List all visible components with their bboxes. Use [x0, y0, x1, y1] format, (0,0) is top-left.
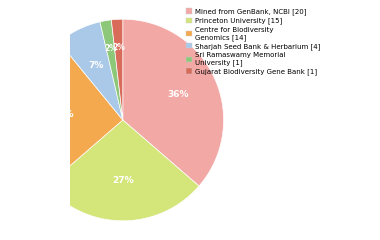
- Polygon shape: [100, 20, 123, 120]
- Text: 25%: 25%: [52, 110, 73, 119]
- Polygon shape: [47, 120, 199, 221]
- Polygon shape: [123, 19, 223, 186]
- Polygon shape: [111, 19, 123, 120]
- Text: 36%: 36%: [167, 90, 188, 99]
- Polygon shape: [22, 42, 123, 186]
- Legend: Mined from GenBank, NCBI [20], Princeton University [15], Centre for Biodiversit: Mined from GenBank, NCBI [20], Princeton…: [186, 8, 320, 75]
- Polygon shape: [59, 22, 123, 120]
- Text: 7%: 7%: [89, 61, 104, 70]
- Text: 2%: 2%: [104, 44, 117, 53]
- Text: 2%: 2%: [112, 43, 125, 52]
- Text: 27%: 27%: [112, 176, 134, 185]
